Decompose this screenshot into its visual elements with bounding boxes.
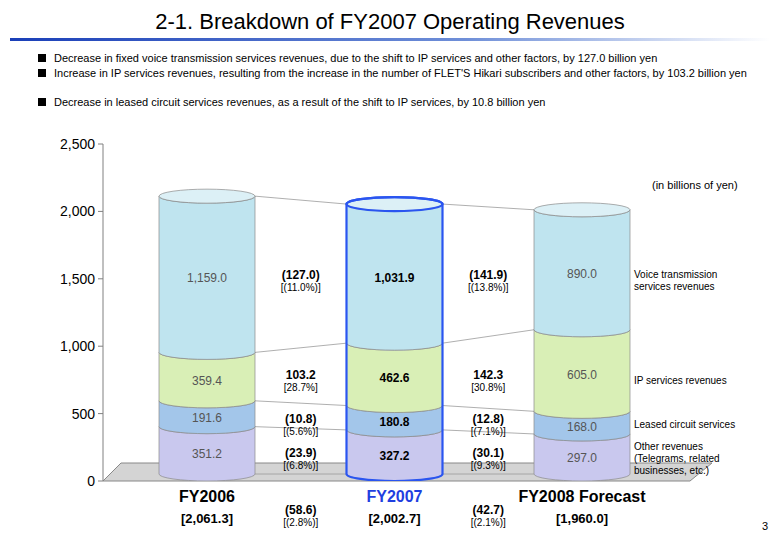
total-label: [1,960.0] bbox=[556, 511, 608, 526]
bullet-text: Increase in IP services revenues, result… bbox=[54, 67, 747, 79]
data-label: 359.4 bbox=[192, 374, 222, 388]
change-label: 142.3 bbox=[473, 368, 503, 382]
bar-cap bbox=[534, 203, 630, 217]
data-label: 1,159.0 bbox=[187, 271, 227, 285]
bullet-text: Decrease in leased circuit services reve… bbox=[54, 96, 545, 108]
change-label: 103.2 bbox=[286, 368, 316, 382]
y-tick bbox=[98, 346, 103, 347]
change-label: (12.8) bbox=[473, 412, 504, 426]
data-label: 351.2 bbox=[192, 447, 222, 461]
data-label: 890.0 bbox=[567, 267, 597, 281]
total-label: [2,002.7] bbox=[368, 511, 420, 526]
legend-entry: Voice transmission services revenues bbox=[634, 269, 746, 293]
change-pct: [(9.3%)] bbox=[471, 460, 506, 471]
legend-entry: IP services revenues bbox=[634, 375, 746, 387]
bar-segment bbox=[159, 352, 255, 407]
bullet-square bbox=[38, 98, 46, 106]
bullet-text: Decrease in fixed voice transmission ser… bbox=[54, 52, 657, 64]
y-tick-label: 2,000 bbox=[60, 203, 95, 219]
x-tick-label: FY2006 bbox=[179, 488, 235, 505]
data-label: 180.8 bbox=[379, 415, 409, 429]
connector bbox=[255, 401, 347, 406]
change-pct: [(5.6%)] bbox=[283, 426, 318, 437]
bar-cap bbox=[347, 197, 443, 211]
bullet: Decrease in fixed voice transmission ser… bbox=[38, 52, 769, 65]
bar-segment bbox=[159, 196, 255, 359]
total-change-pct: [(2.1%)] bbox=[471, 517, 506, 528]
change-label: (30.1) bbox=[473, 446, 504, 460]
y-axis bbox=[103, 144, 104, 481]
change-label: (23.9) bbox=[285, 446, 316, 460]
data-label: 1,031.9 bbox=[374, 271, 414, 285]
bar-segment bbox=[347, 430, 443, 481]
bar-segment bbox=[347, 204, 443, 350]
y-tick-label: 1,000 bbox=[60, 338, 95, 354]
data-label: 168.0 bbox=[567, 420, 597, 434]
total-label: [2,061.3] bbox=[181, 511, 233, 526]
y-tick-label: 500 bbox=[72, 406, 96, 422]
total-change: (58.6) bbox=[285, 503, 316, 517]
change-pct: [(13.8%)] bbox=[468, 282, 509, 293]
y-tick-label: 2,500 bbox=[60, 136, 95, 152]
bar-segment bbox=[534, 330, 630, 419]
connector bbox=[443, 406, 535, 412]
bullet-square bbox=[38, 54, 46, 62]
title-rule bbox=[10, 38, 770, 41]
total-change: (42.7) bbox=[473, 503, 504, 517]
bar-highlight-cap bbox=[347, 197, 443, 211]
data-label: 297.0 bbox=[567, 451, 597, 465]
x-tick-label: FY2007 bbox=[366, 488, 422, 505]
bar-segment bbox=[347, 343, 443, 412]
change-label: (10.8) bbox=[285, 412, 316, 426]
data-label: 327.2 bbox=[379, 449, 409, 463]
y-tick bbox=[98, 278, 103, 279]
bar-segment bbox=[159, 427, 255, 481]
connector bbox=[255, 196, 347, 204]
y-tick-label: 0 bbox=[87, 473, 95, 489]
bullet-square bbox=[38, 69, 46, 77]
bar-cap bbox=[159, 189, 255, 203]
y-tick bbox=[98, 413, 103, 414]
legend-entry: Other revenues (Telegrams, related busin… bbox=[634, 441, 746, 477]
change-pct: [28.7%] bbox=[284, 382, 318, 393]
page-number: 3 bbox=[762, 520, 768, 532]
connector bbox=[443, 330, 535, 343]
total-change-pct: [(2.8%)] bbox=[283, 517, 318, 528]
change-pct: [(11.0%)] bbox=[281, 282, 321, 293]
unit-note: (in billions of yen) bbox=[652, 179, 738, 191]
y-tick bbox=[98, 211, 103, 212]
data-label: 605.0 bbox=[567, 368, 597, 382]
title: 2-1. Breakdown of FY2007 Operating Reven… bbox=[155, 9, 625, 34]
legend-entry: Leased circuit services bbox=[634, 419, 746, 431]
y-tick bbox=[98, 481, 103, 482]
x-tick-label: FY2008 Forecast bbox=[518, 488, 646, 505]
connector bbox=[255, 474, 347, 475]
data-label: 191.6 bbox=[192, 411, 222, 425]
change-pct: [(6.8%)] bbox=[283, 460, 318, 471]
y-tick-label: 1,500 bbox=[60, 271, 95, 287]
bullet: Increase in IP services revenues, result… bbox=[38, 67, 769, 80]
change-label: (141.9) bbox=[469, 268, 507, 282]
change-label: (127.0) bbox=[282, 268, 320, 282]
bar-segment bbox=[534, 210, 630, 337]
y-tick bbox=[98, 144, 103, 145]
connector bbox=[443, 474, 535, 475]
connector bbox=[443, 204, 535, 210]
stage: 2-1. Breakdown of FY2007 Operating Reven… bbox=[0, 0, 780, 540]
plot-area bbox=[159, 189, 630, 481]
change-pct: [(7.1%)] bbox=[471, 426, 506, 437]
data-label: 462.6 bbox=[379, 371, 409, 385]
connector bbox=[255, 343, 347, 352]
change-pct: [30.8%] bbox=[471, 382, 505, 393]
bullet: Decrease in leased circuit services reve… bbox=[38, 96, 769, 109]
bar-highlight bbox=[347, 197, 443, 481]
